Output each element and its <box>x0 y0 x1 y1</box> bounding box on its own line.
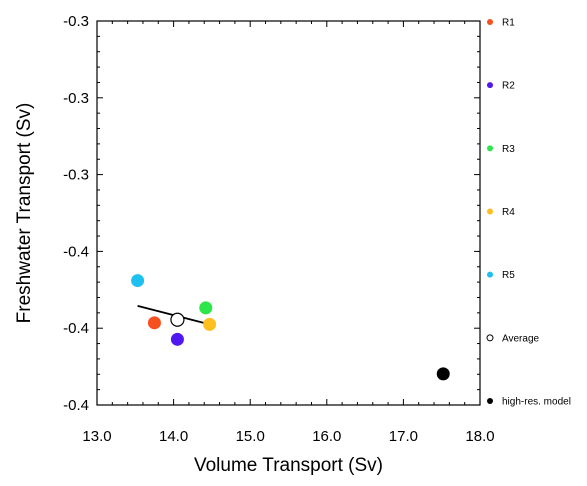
legend-marker-r4 <box>487 208 493 215</box>
legend-label-r1: R1 <box>502 18 515 29</box>
x-axis: 13.0 14.0 15.0 16.0 17.0 18.0 <box>82 21 495 445</box>
x-axis-title: Volume Transport (Sv) <box>194 455 383 476</box>
legend-marker-high-res-model <box>487 398 493 404</box>
legend-marker-average <box>486 334 494 342</box>
legend-label-r5: R5 <box>502 270 515 281</box>
x-tick-label: 17.0 <box>389 428 418 445</box>
legend-marker-r5 <box>487 271 493 278</box>
x-tick-label: 14.0 <box>159 428 188 445</box>
y-tick-label: -0.4 <box>63 397 89 414</box>
point-average <box>170 312 185 327</box>
y-tick-label: -0.3 <box>63 13 89 30</box>
legend-label-high-res-model: high-res. model <box>502 397 571 408</box>
plot-frame <box>96 20 481 406</box>
legend-marker-r2 <box>487 82 493 89</box>
y-tick-label: -0.4 <box>63 320 89 337</box>
legend: R1 R2 R3 R4 R5 Average high-res. model <box>486 18 571 408</box>
x-tick-label: 16.0 <box>312 428 341 445</box>
legend-label-r2: R2 <box>502 81 515 92</box>
legend-marker-r3 <box>487 145 493 152</box>
x-tick-label: 15.0 <box>236 428 265 445</box>
y-axis-title: Freshwater Transport (Sv) <box>14 103 35 324</box>
legend-marker-r1 <box>487 19 493 25</box>
point-r5 <box>131 274 145 288</box>
data-points <box>131 274 450 381</box>
point-r1 <box>147 316 161 330</box>
point-high-res-model <box>436 367 450 381</box>
y-tick-label: -0.3 <box>63 90 89 107</box>
y-tick-label: -0.4 <box>63 243 89 260</box>
point-r2 <box>170 332 184 346</box>
legend-label-average: Average <box>502 333 540 344</box>
y-tick-label: -0.3 <box>63 167 89 184</box>
y-axis: -0.4 -0.4 -0.4 -0.3 -0.3 -0.3 <box>63 13 480 414</box>
x-tick-label: 18.0 <box>465 428 494 445</box>
legend-label-r3: R3 <box>502 144 515 155</box>
point-r4 <box>203 317 217 331</box>
point-r3 <box>199 301 213 315</box>
legend-label-r4: R4 <box>502 207 515 218</box>
x-tick-label: 13.0 <box>82 428 111 445</box>
